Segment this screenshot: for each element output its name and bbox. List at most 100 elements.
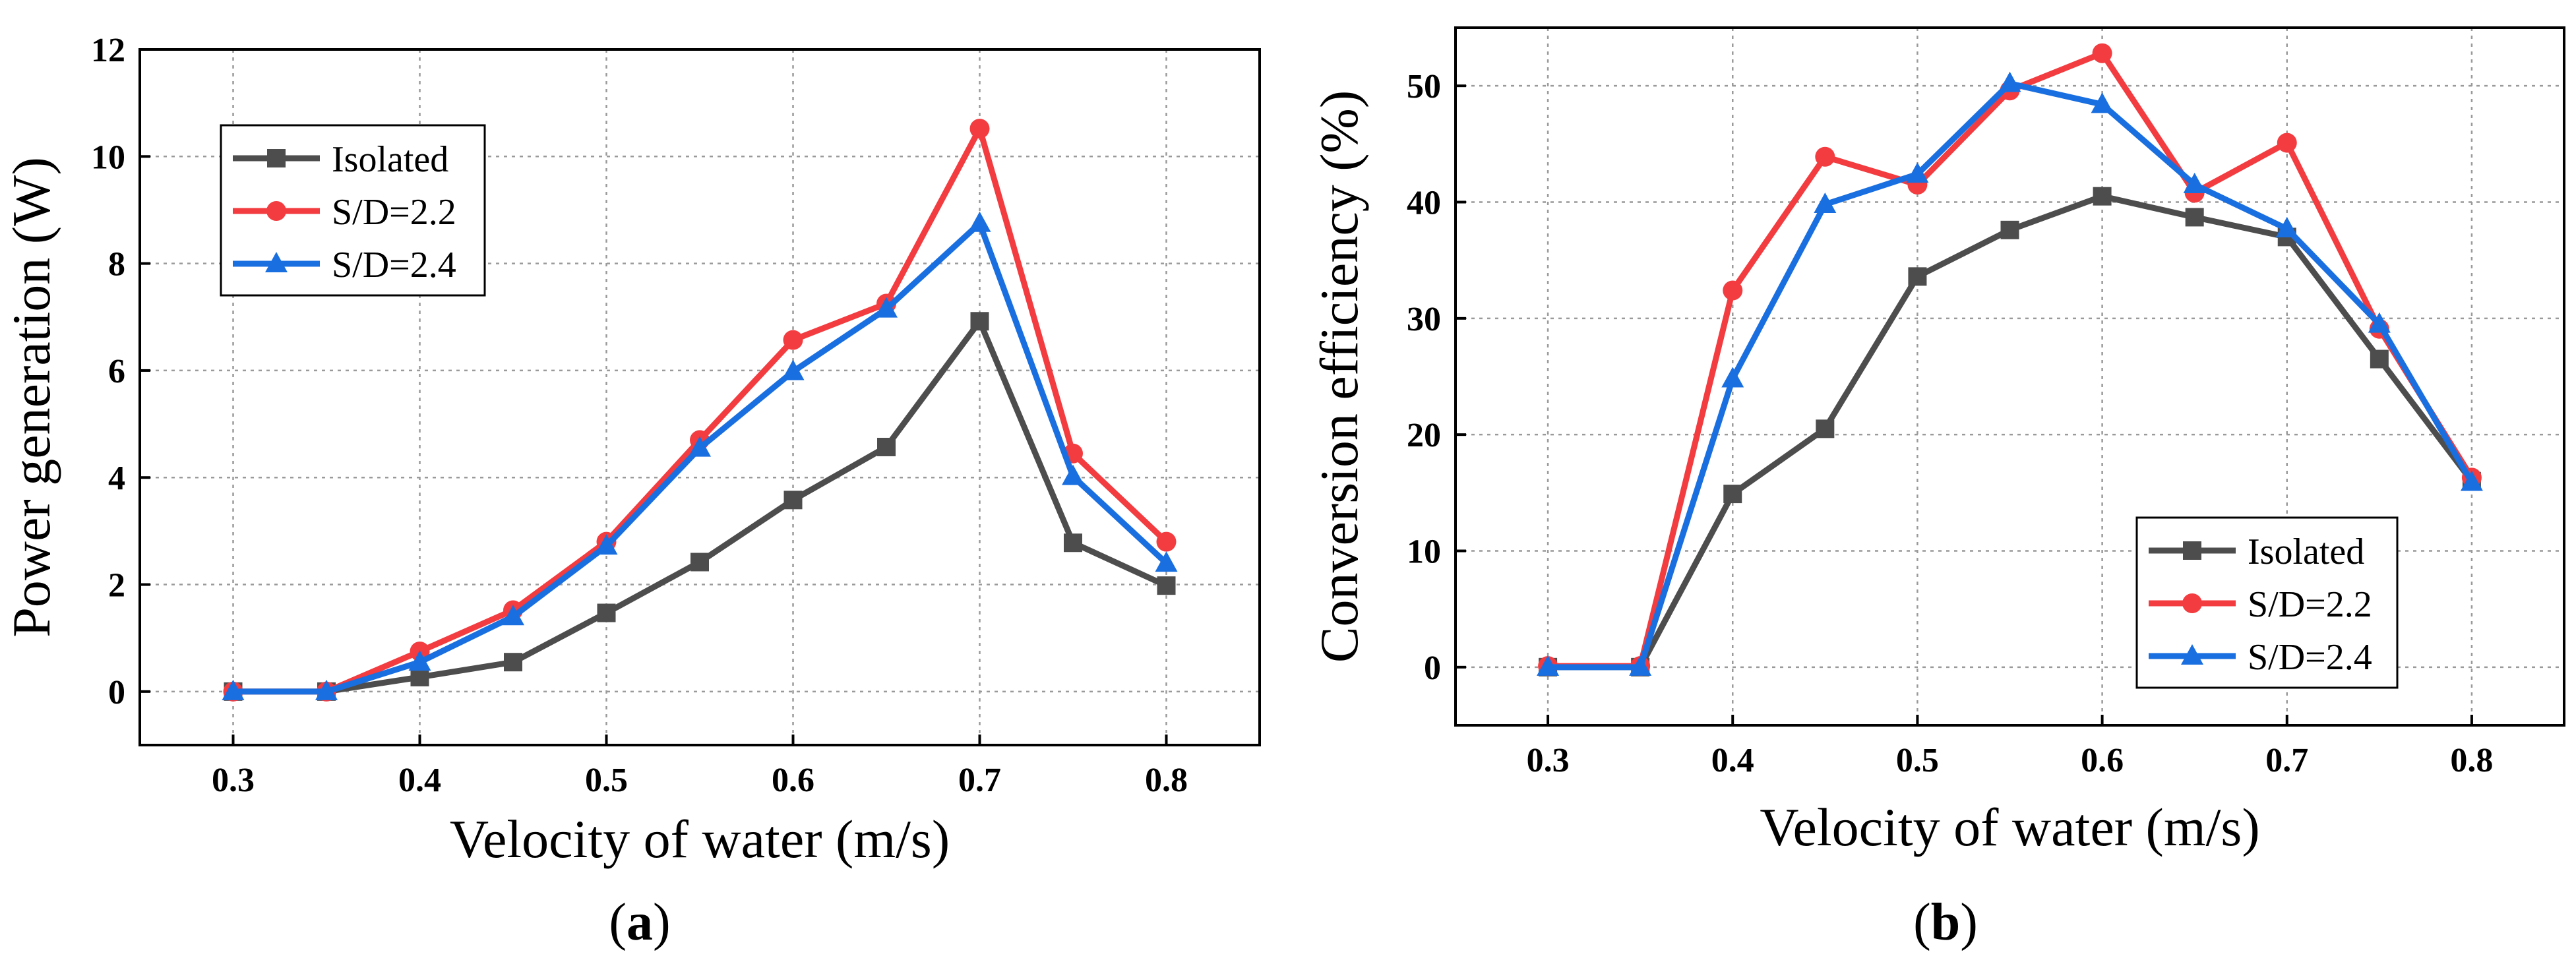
data-point: [502, 605, 524, 626]
legend-swatch-marker: [266, 201, 286, 221]
series-line: [230, 318, 1169, 695]
data-point: [1064, 533, 1082, 553]
data-point: [2000, 220, 2019, 239]
y-tick-label: 10: [91, 138, 125, 176]
x-axis-title: Velocity of water (m/s): [1760, 797, 2259, 857]
data-point: [2185, 208, 2204, 227]
y-tick-label: 10: [1407, 533, 1441, 571]
data-point: [690, 553, 709, 572]
data-point: [2275, 217, 2298, 238]
x-tick-label: 0.4: [1711, 742, 1754, 779]
data-point: [222, 679, 245, 700]
y-axis-title: Conversion efficiency (%): [1309, 90, 1369, 663]
data-point: [1816, 419, 1835, 438]
y-tick-label: 20: [1407, 417, 1441, 454]
legend-label: S/D=2.2: [332, 192, 456, 233]
y-tick-label: 0: [1424, 649, 1441, 687]
data-point: [2370, 349, 2389, 369]
gridlines: [140, 48, 1260, 745]
x-tick-label: 0.3: [1527, 742, 1570, 779]
data-point: [2183, 173, 2206, 194]
data-point: [968, 211, 991, 232]
data-point: [782, 359, 805, 380]
y-axis-title: Power generation (W): [1, 157, 61, 638]
y-tick-label: 40: [1407, 185, 1441, 222]
y-tick-label: 4: [108, 460, 125, 497]
legend-label: S/D=2.4: [2248, 637, 2372, 678]
legend-swatch-marker: [265, 252, 288, 272]
data-point: [969, 119, 990, 139]
plot-frame: [138, 48, 1261, 746]
data-point: [1155, 551, 1178, 572]
panel-label: (a): [609, 893, 670, 951]
data-point: [595, 534, 618, 555]
legend-label: Isolated: [2248, 531, 2364, 572]
data-point: [783, 330, 803, 350]
series-s-d-2-4: [222, 211, 1178, 700]
y-tick-label: 2: [108, 567, 125, 605]
legend-swatch-marker: [2181, 644, 2203, 665]
panel-letter: b: [1931, 893, 1961, 951]
x-tick-label: 0.4: [398, 762, 441, 799]
legend-label: Isolated: [332, 139, 448, 180]
y-tick-label: 8: [108, 246, 125, 284]
legend-swatch-marker: [2183, 541, 2201, 560]
x-tick-label: 0.3: [212, 762, 255, 799]
legend-swatch-marker: [267, 149, 286, 167]
data-point: [315, 679, 338, 700]
data-point: [2277, 133, 2297, 153]
x-tick-label: 0.5: [585, 762, 628, 799]
plot-frame: [1454, 26, 2565, 727]
series-s-d-2-4: [1537, 71, 2483, 676]
y-tick-label: 0: [108, 674, 125, 711]
data-point: [1998, 71, 2021, 92]
legend-label: S/D=2.2: [2248, 584, 2372, 625]
panel-label: (b): [1913, 893, 1978, 951]
y-tick-label: 30: [1407, 301, 1441, 338]
data-point: [1721, 367, 1744, 388]
legend: Isolated S/D=2.2 S/D=2.4: [220, 124, 486, 297]
data-point: [2460, 470, 2483, 491]
data-point: [1908, 267, 1927, 286]
data-point: [783, 491, 803, 510]
data-point: [597, 603, 616, 622]
x-tick-label: 0.6: [772, 762, 814, 799]
data-point: [1814, 193, 1837, 214]
data-point: [1723, 485, 1742, 504]
x-tick-label: 0.6: [2081, 742, 2124, 779]
data-point: [970, 312, 989, 331]
data-point: [2092, 43, 2112, 63]
x-tick-label: 0.8: [1145, 762, 1188, 799]
chart-panel-b: 0.3 0.4 0.5 0.6 0.7 0.8 0 10 20 30 40 50 Velocity of…: [1309, 26, 2565, 951]
data-point: [1537, 655, 1560, 676]
legend-label: S/D=2.4: [332, 245, 456, 286]
data-point: [2091, 92, 2114, 113]
data-point: [1062, 464, 1084, 485]
x-axis-title: Velocity of water (m/s): [450, 809, 950, 869]
chart-panel-a: 0.3 0.4 0.5 0.6 0.7 0.8 0 2 4 6 8 10 12 Velocity of w…: [1, 32, 1261, 951]
data-point: [1629, 655, 1652, 676]
y-tick-label: 50: [1407, 68, 1441, 105]
x-tick-label: 0.7: [2265, 742, 2308, 779]
data-point: [1156, 531, 1177, 552]
x-tick-label: 0.8: [2450, 742, 2493, 779]
data-point: [410, 667, 429, 686]
data-point: [1906, 162, 1929, 183]
data-point: [689, 436, 711, 457]
legend: Isolated S/D=2.2 S/D=2.4: [2135, 516, 2399, 689]
x-tick-label: 0.5: [1896, 742, 1939, 779]
data-point: [504, 653, 522, 672]
y-tick-label: 6: [108, 353, 125, 390]
data-point: [408, 650, 431, 671]
x-tick-label: 0.7: [958, 762, 1001, 799]
data-point: [1723, 280, 1743, 301]
panel-letter: a: [627, 893, 653, 951]
data-point: [877, 437, 896, 456]
data-point: [2093, 187, 2112, 206]
legend-swatch-marker: [2182, 593, 2202, 613]
data-point: [1815, 146, 1835, 167]
data-point: [875, 297, 898, 318]
data-point: [2368, 312, 2391, 333]
y-tick-label: 12: [91, 32, 125, 69]
